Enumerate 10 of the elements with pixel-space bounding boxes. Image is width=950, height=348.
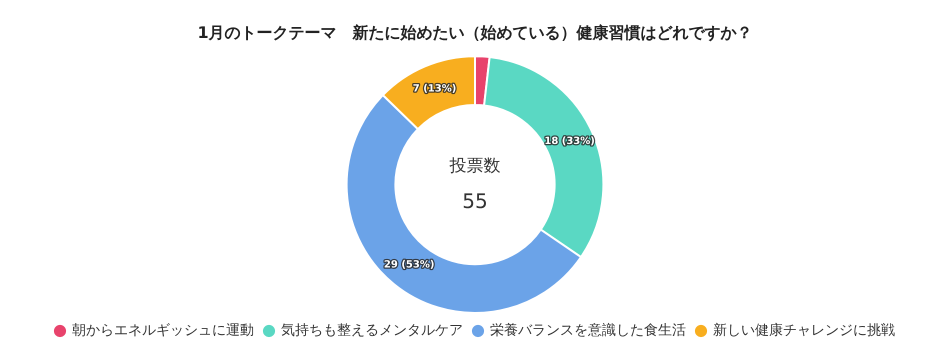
text: 55 [462,188,488,213]
legend-label: 朝からエネルギッシュに運動 [72,322,254,339]
data-label: 7 (13%) [412,83,456,94]
data-label: 29 (53%) [384,260,434,271]
legend-label: 気持ちも整えるメンタルケア [281,322,463,339]
data-label: 18 (33%) [544,136,595,147]
legend-label: 栄養バランスを意識した食生活 [490,322,686,339]
text: 投票数 [448,156,500,176]
legend-label: 新しい健康チャレンジに挑戦 [713,322,895,339]
chart-title: 1月のトークテーマ 新たに始めたい（始めている）健康習慣はどれですか？ [197,22,753,42]
